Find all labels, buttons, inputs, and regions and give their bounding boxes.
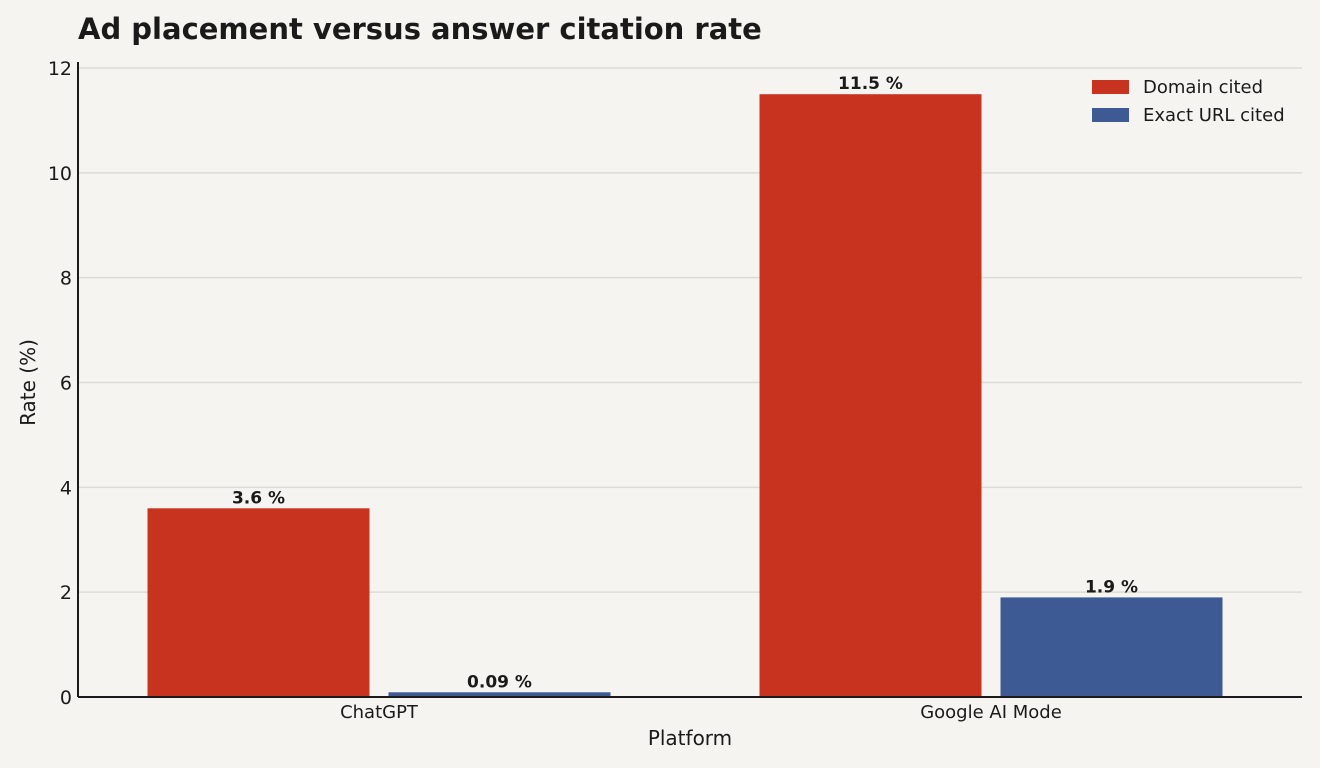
y-axis-title: Rate (%) — [16, 339, 40, 426]
bar-value-label: 1.9 % — [1085, 577, 1138, 597]
y-tick-label: 0 — [60, 687, 72, 709]
legend-swatch — [1092, 80, 1129, 94]
chart-title: Ad placement versus answer citation rate — [78, 12, 762, 46]
bar — [1000, 597, 1223, 697]
y-tick-label: 6 — [60, 373, 72, 395]
legend-swatch — [1092, 108, 1129, 122]
y-tick-label: 4 — [60, 477, 72, 499]
x-tick-label: Google AI Mode — [920, 702, 1062, 723]
y-tick-labels: 0 2 4 6 8 10 12 — [48, 58, 72, 709]
bar-value-labels: 3.6 % 0.09 % 11.5 % 1.9 % — [232, 74, 1138, 692]
y-tick-label: 10 — [48, 163, 72, 185]
bar-value-label: 3.6 % — [232, 488, 285, 508]
y-tick-label: 12 — [48, 58, 72, 80]
bar-value-label: 11.5 % — [838, 74, 903, 94]
bar — [388, 692, 611, 697]
y-tick-label: 8 — [60, 268, 72, 290]
x-tick-labels: ChatGPT Google AI Mode — [340, 702, 1062, 723]
y-tick-label: 2 — [60, 582, 72, 604]
x-tick-label: ChatGPT — [340, 702, 419, 723]
bar — [759, 94, 982, 698]
legend: Domain cited Exact URL cited — [1092, 77, 1285, 126]
bar-value-label: 0.09 % — [467, 672, 532, 692]
legend-label: Domain cited — [1143, 77, 1263, 98]
bar — [147, 508, 370, 697]
axes — [77, 62, 1302, 698]
x-axis-title: Platform — [648, 726, 732, 750]
bars — [147, 94, 1223, 698]
legend-label: Exact URL cited — [1143, 105, 1285, 126]
